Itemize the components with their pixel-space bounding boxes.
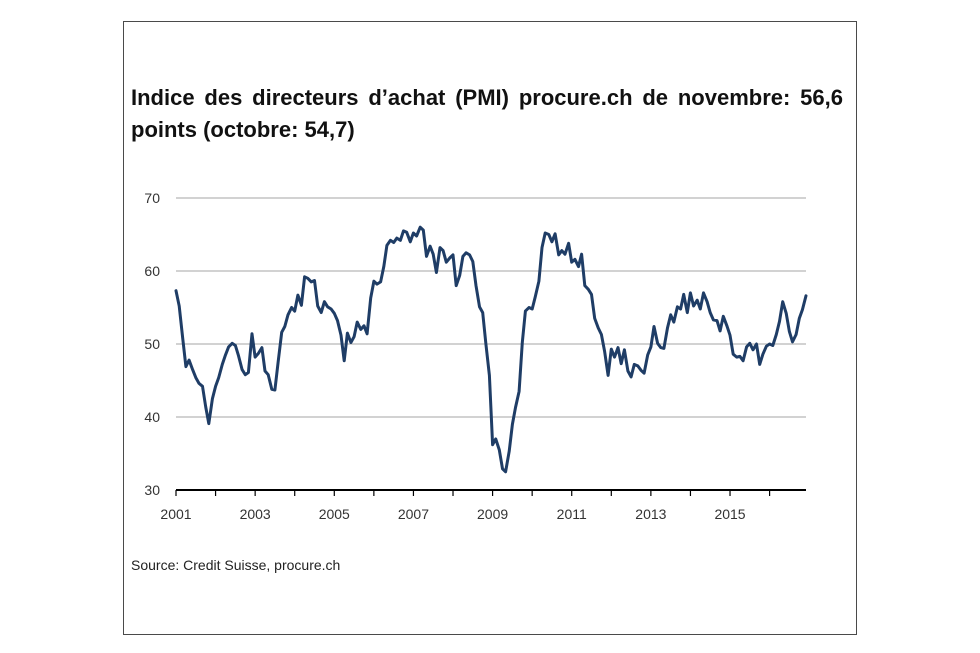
- x-tick-label-2005: 2005: [319, 506, 350, 522]
- x-tick-label-2007: 2007: [398, 506, 429, 522]
- y-axis-tick-labels: 30 40 50 60 70: [144, 190, 160, 498]
- x-tick-label-2013: 2013: [635, 506, 666, 522]
- y-tick-label-70: 70: [144, 190, 160, 206]
- chart-frame: [123, 21, 857, 635]
- x-axis-ticks: 2001 2003 2005 2007 2009 2011 2013 2015: [160, 490, 771, 522]
- y-tick-label-60: 60: [144, 263, 160, 279]
- chart-title: Indice des directeurs d’achat (PMI) proc…: [131, 85, 843, 142]
- y-tick-label-30: 30: [144, 482, 160, 498]
- x-tick-label-2015: 2015: [714, 506, 745, 522]
- x-tick-label-2001: 2001: [160, 506, 191, 522]
- source-note: Source: Credit Suisse, procure.ch: [131, 557, 341, 573]
- x-tick-label-2011: 2011: [557, 506, 587, 522]
- y-tick-label-50: 50: [144, 336, 160, 352]
- y-tick-label-40: 40: [144, 409, 160, 425]
- pmi-series-line: [174, 225, 808, 474]
- x-tick-label-2009: 2009: [477, 506, 508, 522]
- x-tick-label-2003: 2003: [240, 506, 271, 522]
